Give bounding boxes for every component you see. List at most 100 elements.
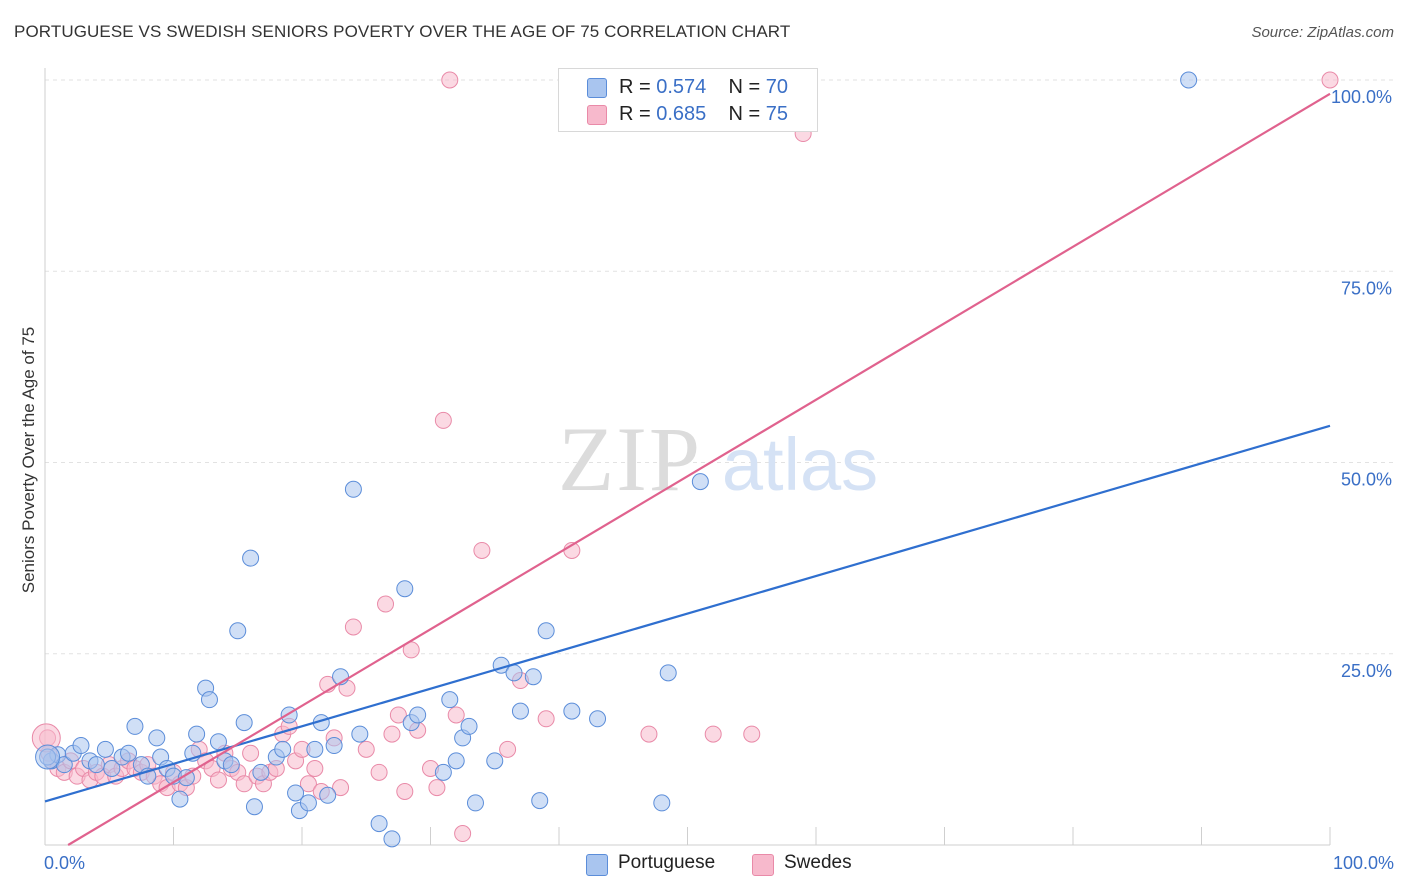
portuguese-point	[351, 725, 369, 743]
portuguese-point	[274, 740, 292, 758]
portuguese-point	[245, 798, 263, 816]
swedes-point	[704, 725, 722, 743]
stats-legend: R = 0.574 N = 70 R = 0.685 N = 75	[558, 68, 818, 132]
swedes-point	[743, 725, 761, 743]
swedes-point	[357, 740, 375, 758]
legend-swatch-portuguese	[586, 854, 608, 876]
legend-text-portuguese: R = 0.574 N = 70	[619, 76, 788, 99]
swedes-point	[1321, 71, 1339, 89]
swedes-point	[447, 706, 465, 724]
portuguese-point	[447, 752, 465, 770]
swedes-point	[441, 71, 459, 89]
y-tick-label: 75.0%	[1341, 278, 1392, 298]
chart-title: PORTUGUESE VS SWEDISH SENIORS POVERTY OV…	[14, 22, 791, 41]
portuguese-point	[1180, 71, 1198, 89]
swedes-point	[396, 782, 414, 800]
trend-lines	[44, 92, 1331, 846]
portuguese-point	[511, 702, 529, 720]
portuguese-point	[659, 664, 677, 682]
portuguese-point	[396, 580, 414, 598]
legend-n-label: N =	[728, 76, 761, 98]
portuguese-point	[120, 744, 138, 762]
swedes-point	[499, 740, 517, 758]
portuguese-point	[222, 756, 240, 774]
portuguese-point	[653, 794, 671, 812]
swedes-point	[454, 825, 472, 843]
swedes-point	[389, 706, 407, 724]
swedes-point	[235, 775, 253, 793]
swedes-point	[306, 760, 324, 777]
legend-n-value: 75	[765, 103, 789, 125]
portuguese-point	[537, 622, 555, 640]
portuguese-point	[287, 784, 305, 802]
portuguese-point	[188, 725, 206, 743]
portuguese-point	[200, 691, 218, 709]
source-attribution: Source: ZipAtlas.com	[1251, 24, 1394, 41]
portuguese-point	[171, 790, 189, 808]
legend-r-label: R =	[619, 76, 651, 98]
portuguese-point	[370, 815, 388, 833]
swedes-point	[537, 710, 555, 728]
trend-line-swedes	[67, 92, 1331, 846]
portuguese-point	[460, 717, 478, 735]
swedes-point	[344, 618, 362, 636]
portuguese-point	[441, 691, 459, 709]
swedes-point	[434, 411, 452, 429]
legend-n-value: 70	[765, 76, 789, 98]
portuguese-point	[325, 737, 343, 755]
portuguese-point	[319, 786, 337, 804]
trend-line-portuguese	[44, 424, 1331, 803]
portuguese-point	[126, 717, 144, 735]
portuguese-point	[209, 733, 227, 751]
axes	[44, 68, 1331, 846]
portuguese-point	[72, 737, 90, 755]
portuguese-point	[563, 702, 581, 720]
legend-r-value: 0.685	[656, 103, 707, 125]
legend-swatch-swedes	[752, 854, 774, 876]
legend-n-label: N =	[728, 103, 761, 125]
portuguese-point	[589, 710, 607, 728]
watermark-zip: ZIP	[558, 408, 702, 510]
legend-text-swedes: R = 0.685 N = 75	[619, 103, 788, 126]
swedes-point	[242, 744, 260, 762]
series-legend: Portuguese Swedes	[0, 852, 1406, 878]
legend-label-portuguese: Portuguese	[618, 852, 716, 873]
portuguese-point	[229, 622, 247, 640]
watermark: ZIP atlas	[558, 408, 878, 510]
portuguese-point	[531, 792, 549, 810]
swedes-point	[332, 779, 350, 797]
x-tick-label: 100.0%	[1333, 853, 1394, 873]
portuguese-point	[524, 668, 542, 686]
portuguese-point	[242, 549, 260, 567]
legend-swatch-portuguese	[587, 78, 607, 98]
y-tick-label: 50.0%	[1341, 470, 1392, 490]
portuguese-point	[148, 729, 166, 747]
y-tick-label: 25.0%	[1341, 661, 1392, 681]
swedes-point	[299, 775, 317, 793]
portuguese-point	[505, 664, 523, 682]
swedes-point	[428, 779, 446, 797]
portuguese-point	[466, 794, 484, 812]
x-tick-label: 0.0%	[44, 853, 85, 873]
y-tick-label: 100.0%	[1331, 87, 1392, 107]
portuguese-point	[306, 740, 324, 758]
gridlines	[45, 79, 1395, 655]
portuguese-point	[409, 706, 427, 724]
swedes-point	[370, 763, 388, 781]
portuguese-point	[299, 794, 317, 812]
portuguese-point	[691, 473, 709, 491]
portuguese-point	[103, 760, 121, 777]
portuguese-point	[235, 714, 253, 732]
portuguese-point	[87, 756, 105, 774]
swedes-point	[473, 541, 491, 559]
series-portuguese	[35, 71, 1198, 848]
swedes-point	[377, 595, 395, 613]
portuguese-point	[486, 752, 504, 770]
legend-r-label: R =	[619, 103, 651, 125]
portuguese-point	[252, 763, 270, 781]
swedes-point	[209, 771, 227, 789]
legend-label-swedes: Swedes	[784, 852, 852, 873]
portuguese-point	[383, 830, 401, 848]
portuguese-point	[344, 480, 362, 498]
